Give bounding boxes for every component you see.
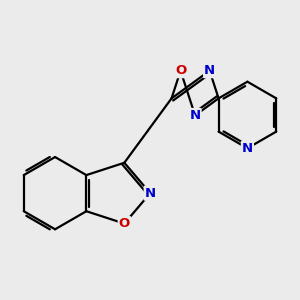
Text: N: N: [190, 109, 201, 122]
Text: N: N: [242, 142, 253, 155]
Text: O: O: [175, 64, 186, 77]
Text: N: N: [204, 64, 215, 77]
Text: O: O: [119, 217, 130, 230]
Text: N: N: [145, 187, 156, 200]
